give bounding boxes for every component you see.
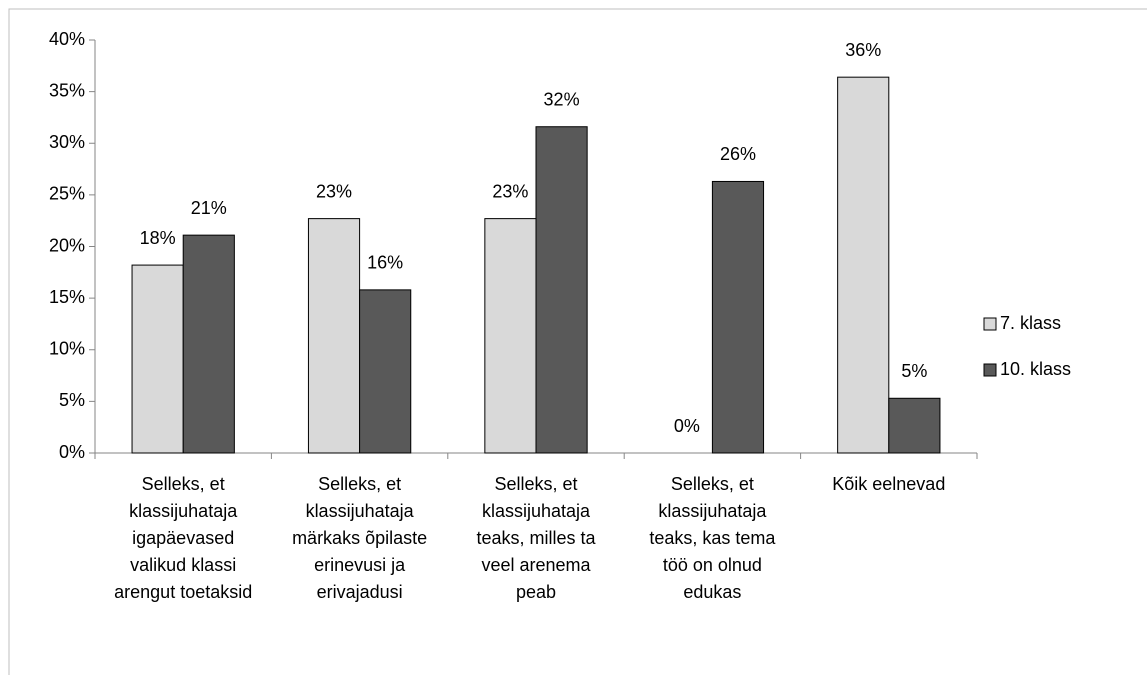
y-tick-label: 30% <box>49 132 85 152</box>
y-tick-label: 40% <box>49 29 85 49</box>
bar <box>182 234 235 454</box>
x-tick-label: Selleks, et klassijuhataja teaks, kas te… <box>649 474 776 602</box>
bar <box>837 76 890 454</box>
y-tick-label: 35% <box>49 80 85 100</box>
data-label: 0% <box>674 416 700 436</box>
legend-swatch <box>983 317 997 331</box>
legend-label: 7. klass <box>1000 313 1061 333</box>
legend-label: 10. klass <box>1000 359 1071 379</box>
data-label: 21% <box>191 198 227 218</box>
legend-swatch <box>983 363 997 377</box>
data-label: 18% <box>140 228 176 248</box>
bar <box>535 126 588 454</box>
bar <box>359 289 412 454</box>
data-label: 5% <box>901 361 927 381</box>
data-label: 23% <box>316 181 352 201</box>
data-label: 16% <box>367 253 403 273</box>
data-label: 23% <box>492 181 528 201</box>
x-tick-label: Selleks, et klassijuhataja märkaks õpila… <box>292 474 428 602</box>
y-tick-label: 15% <box>49 287 85 307</box>
y-tick-label: 25% <box>49 184 85 204</box>
bar <box>484 218 537 454</box>
y-tick-label: 20% <box>49 235 85 255</box>
bar <box>888 397 941 454</box>
chart-border <box>8 8 1147 675</box>
y-tick-label: 5% <box>59 390 85 410</box>
x-tick-label: Selleks, et klassijuhataja igapäevased v… <box>114 474 253 602</box>
data-label: 26% <box>720 144 756 164</box>
bar <box>711 180 765 454</box>
data-label: 36% <box>845 40 881 60</box>
x-tick-label: Kõik eelnevad <box>832 474 946 494</box>
data-label: 32% <box>544 89 580 109</box>
y-tick-label: 10% <box>49 339 85 359</box>
y-tick-label: 0% <box>59 442 85 462</box>
x-tick-label: Selleks, et klassijuhataja teaks, milles… <box>476 474 596 602</box>
bar <box>131 264 184 454</box>
bar <box>307 218 361 454</box>
